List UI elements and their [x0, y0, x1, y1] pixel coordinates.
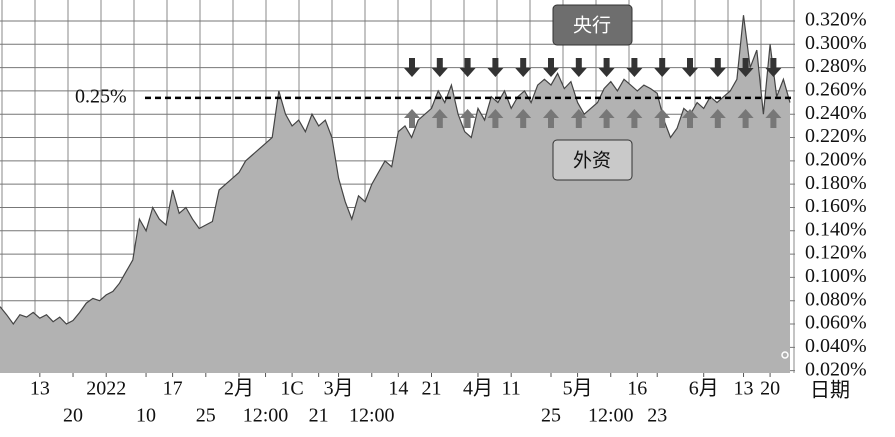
x-tick-label: 16: [627, 378, 647, 400]
x-tick-label: 11: [502, 378, 521, 400]
x-tick-label: 2月: [224, 378, 254, 400]
y-tick-label: 0.100%: [805, 265, 867, 287]
y-tick-label: 0.080%: [805, 288, 867, 310]
y-tick-label: 0.120%: [805, 242, 867, 264]
up-arrow: [654, 109, 671, 128]
x-tick-label: 13: [30, 378, 50, 400]
x-tick-label: 25: [196, 405, 216, 427]
down-arrow: [487, 58, 504, 77]
up-arrow: [570, 109, 587, 128]
down-arrow: [654, 58, 671, 77]
area: [0, 15, 790, 373]
y-tick-label: 0.040%: [805, 335, 867, 357]
y-tick-label: 0.320%: [805, 9, 867, 31]
up-arrow: [765, 109, 782, 128]
down-arrow: [459, 58, 476, 77]
up-arrow: [404, 109, 420, 128]
down-arrow: [709, 58, 726, 77]
y-tick-label: 0.300%: [805, 32, 867, 54]
x-axis-label: 日期: [810, 380, 850, 402]
x-tick-label: 25: [541, 405, 561, 427]
up-arrow: [515, 109, 532, 128]
annotation-box: [552, 4, 633, 46]
y-tick-label: 0.180%: [805, 172, 867, 194]
x-tick-label: 21: [422, 378, 442, 400]
y-tick-label: 0.220%: [805, 125, 867, 147]
annotation-box: [552, 139, 633, 181]
up-arrow: [709, 109, 726, 128]
overlay: 0.020%0.040%0.060%0.080%0.100%0.120%0.14…: [30, 4, 867, 427]
down-arrow: [431, 58, 448, 77]
up-arrow: [487, 109, 504, 128]
up-arrow: [598, 109, 615, 128]
y-tick-label: 0.260%: [805, 79, 867, 101]
x-tick-label: 6月: [689, 378, 719, 400]
reference-label: 0.25%: [75, 86, 127, 108]
down-arrow: [543, 58, 559, 77]
x-tick-label: 5月: [563, 378, 593, 400]
marks: [0, 15, 791, 373]
marker-dot: [781, 351, 789, 359]
x-tick-label: 12:00: [588, 405, 634, 427]
annotation: 央行: [573, 15, 611, 37]
x-tick-label: 20: [760, 378, 780, 400]
y-tick-label: 0.020%: [805, 358, 867, 380]
up-arrow: [682, 109, 698, 128]
x-tick-label: 12:00: [243, 405, 289, 427]
up-arrow: [737, 109, 754, 128]
down-arrow: [737, 58, 754, 77]
x-tick-label: 13: [734, 378, 754, 400]
down-arrow: [404, 58, 420, 77]
up-arrow: [543, 109, 559, 128]
y-tick-label: 0.160%: [805, 195, 867, 217]
x-tick-label: 20: [63, 405, 83, 427]
x-tick-label: 10: [136, 405, 156, 427]
x-tick-label: 23: [647, 405, 667, 427]
x-tick-label: 14: [388, 378, 408, 400]
up-arrow: [431, 109, 448, 128]
annotation: 外资: [573, 150, 611, 172]
y-tick-label: 0.060%: [805, 312, 867, 334]
y-tick-label: 0.280%: [805, 55, 867, 77]
x-tick-label: 17: [163, 378, 183, 400]
x-tick-label: 2022: [86, 378, 126, 400]
y-tick-label: 0.240%: [805, 102, 867, 124]
x-tick-label: 12:00: [349, 405, 395, 427]
y-tick-label: 0.200%: [805, 148, 867, 170]
down-arrow: [570, 58, 587, 77]
x-tick-label: 4月: [463, 378, 493, 400]
x-tick-label: 21: [309, 405, 329, 427]
up-arrow: [459, 109, 476, 128]
down-arrow: [626, 58, 643, 77]
x-tick-label: 1C: [280, 378, 303, 400]
up-arrow: [626, 109, 643, 128]
down-arrow: [598, 58, 615, 77]
down-arrow: [682, 58, 698, 77]
down-arrow: [765, 58, 782, 77]
x-tick-label: 3月: [324, 378, 354, 400]
down-arrow: [515, 58, 532, 77]
y-tick-label: 0.140%: [805, 218, 867, 240]
